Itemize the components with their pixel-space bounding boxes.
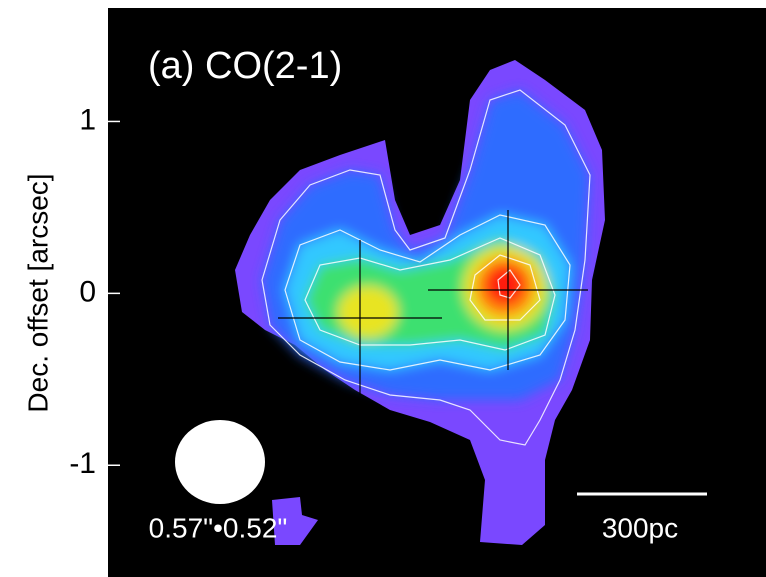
y-tick-label: -1: [69, 447, 96, 480]
panel-title: (a) CO(2-1): [148, 45, 342, 87]
figure: (a) CO(2-1) 0.57"•0.52" 300pc Dec. offse…: [0, 0, 766, 577]
y-tick-label: 1: [79, 103, 96, 136]
beam: [175, 420, 265, 504]
y-tick-label: 0: [79, 275, 96, 308]
y-axis-label: Dec. offset [arcsec]: [22, 173, 53, 412]
page: (a) CO(2-1) 0.57"•0.52" 300pc Dec. offse…: [0, 0, 766, 577]
beam-label: 0.57"•0.52": [149, 512, 288, 543]
scale-label: 300pc: [602, 512, 678, 543]
